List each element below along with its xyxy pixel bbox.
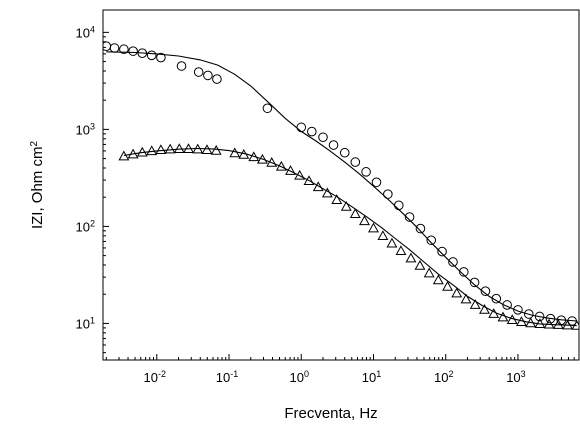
- triangle-point: [395, 245, 407, 256]
- circle-point: [415, 223, 426, 234]
- y-tick-label: 101: [76, 315, 95, 331]
- triangle-point: [386, 237, 398, 248]
- triangle-point: [479, 303, 490, 314]
- triangle-point: [414, 259, 426, 270]
- triangle-point: [256, 153, 268, 164]
- circle-point: [524, 309, 534, 319]
- circle-point: [404, 212, 415, 222]
- circle-point: [119, 44, 129, 55]
- circle-point: [203, 70, 213, 81]
- circle-point: [426, 235, 437, 246]
- y-tick-label: 104: [76, 24, 95, 40]
- triangle-point: [423, 267, 435, 278]
- triangle-point: [340, 200, 352, 211]
- triangle-point: [303, 175, 315, 186]
- y-axis-title-text: IZI, Ohm cm: [29, 147, 46, 230]
- y-tick-label: 103: [76, 121, 95, 137]
- triangle-point: [331, 194, 343, 204]
- triangle-point: [432, 274, 444, 285]
- circle-point: [350, 157, 361, 167]
- x-tick-label: 101: [362, 369, 381, 385]
- triangle-point: [201, 144, 213, 155]
- triangle-point: [377, 230, 389, 240]
- triangle-point: [405, 252, 417, 263]
- circle-point: [448, 257, 458, 267]
- tick-labels: 10-2 10-1 100 101 102 103 101 102 103 104: [76, 24, 526, 385]
- circle-point: [128, 46, 138, 56]
- x-tick-label: 103: [506, 369, 525, 385]
- circle-point: [361, 167, 371, 177]
- circle-point: [212, 74, 222, 84]
- y-axis-title: IZI, Ohm cm2: [29, 141, 47, 230]
- plot-frame: [102, 9, 580, 361]
- y-tick-label: 102: [76, 218, 95, 234]
- plot-marks: [103, 41, 579, 330]
- circle-point: [480, 286, 491, 296]
- axis-ticks: [103, 31, 580, 360]
- triangle-point: [173, 143, 185, 154]
- circle-point: [371, 177, 382, 188]
- y-axis-title-superscript: 2: [29, 141, 40, 147]
- triangle-point: [266, 156, 278, 167]
- triangle-point: [164, 143, 176, 154]
- circle-point: [307, 126, 317, 137]
- fit-line-3: [123, 147, 577, 327]
- x-tick-label: 102: [434, 369, 453, 385]
- triangle-point: [155, 144, 167, 155]
- circle-point: [109, 43, 120, 53]
- svg-text:IZI, Ohm cm2: IZI, Ohm cm2: [29, 141, 47, 230]
- circle-point: [437, 246, 447, 257]
- circle-point: [156, 52, 166, 63]
- x-tick-label: 100: [290, 369, 309, 385]
- x-tick-label: 10-2: [144, 369, 166, 385]
- circle-point: [502, 300, 512, 310]
- x-tick-label: 10-1: [216, 369, 238, 385]
- triangle-point: [312, 181, 324, 192]
- triangle-point: [118, 150, 130, 161]
- circle-point: [176, 61, 187, 71]
- circle-point: [469, 277, 480, 288]
- triangle-point: [451, 287, 463, 298]
- circle-point: [339, 147, 350, 158]
- triangle-point: [210, 144, 222, 155]
- circle-point: [459, 267, 469, 277]
- triangle-point: [368, 222, 379, 233]
- circle-point: [318, 132, 328, 143]
- triangle-point: [469, 299, 481, 309]
- circle-point: [491, 293, 502, 304]
- circle-point: [296, 122, 307, 133]
- circle-point: [146, 50, 157, 61]
- triangle-point: [460, 293, 472, 304]
- triangle-point: [146, 145, 158, 156]
- fit-line-2: [106, 51, 577, 322]
- circle-point: [328, 140, 339, 150]
- circle-point: [393, 200, 404, 211]
- triangle-point: [359, 215, 370, 226]
- circle-point: [193, 67, 204, 77]
- circle-point: [513, 305, 523, 315]
- x-axis-title: Frecventa, Hz: [284, 405, 377, 422]
- triangle-point: [349, 208, 361, 218]
- circle-point: [262, 103, 273, 114]
- circle-point: [383, 189, 393, 199]
- triangle-point: [442, 280, 454, 291]
